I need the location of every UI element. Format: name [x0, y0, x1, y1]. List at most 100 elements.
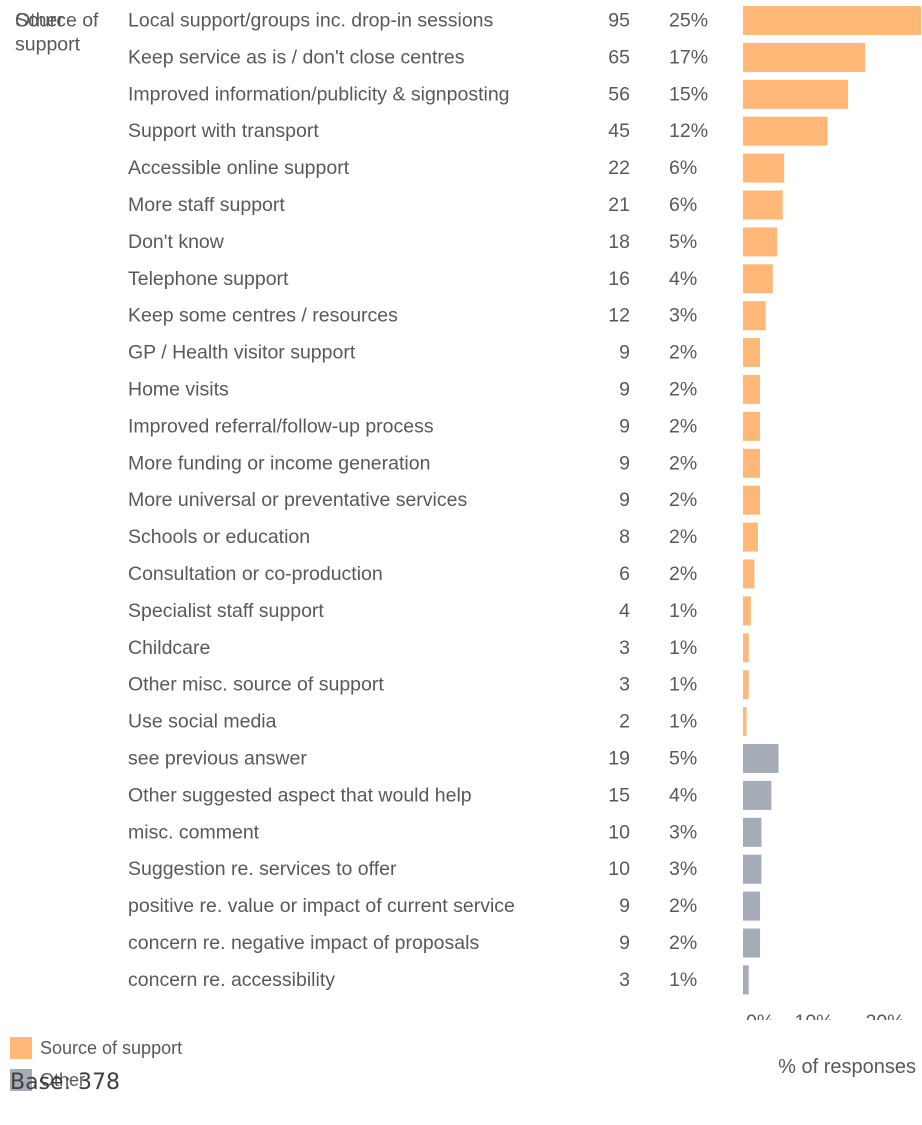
percent-label-childcare: 1% [669, 637, 697, 659]
undefined: bar-support-with-transport [743, 116, 828, 146]
group-label-other: Other [15, 10, 64, 32]
percent-label-specialist-staff-support: 1% [669, 600, 697, 622]
legend-label-other: Other [40, 1069, 86, 1090]
legend-swatch-other [10, 1069, 32, 1091]
undefined: bar-keep-some-centres-resources [743, 301, 766, 331]
undefined: bar-more-staff-support [743, 190, 783, 220]
count-label-other-suggested-aspect-that-would-help: 15 [608, 784, 630, 806]
percent-label-consultation-or-co-production: 2% [669, 563, 697, 585]
percent-label-more-staff-support: 6% [669, 194, 697, 216]
count-label-support-with-transport: 45 [608, 120, 630, 142]
undefined: bar-improved-information-publicity-signp… [743, 79, 849, 109]
undefined: bar-concern-re-accessibility [743, 965, 749, 995]
percent-label-positive-re-value-or-impact-of-current-service: 2% [669, 895, 697, 917]
undefined: bar-use-social-media [743, 707, 747, 737]
count-label-home-visits: 9 [619, 379, 630, 401]
undefined: bar-suggestion-re-services-to-offer [743, 854, 762, 884]
undefined: bar-local-support-groups-inc-drop-in-ses… [743, 6, 922, 35]
percent-label-home-visits: 2% [669, 379, 697, 401]
category-label-more-staff-support: More staff support [128, 194, 285, 216]
count-label-consultation-or-co-production: 6 [619, 563, 630, 585]
legend-swatch-source-of-support [10, 1037, 32, 1059]
count-label-accessible-online-support: 22 [608, 157, 630, 179]
undefined: bar-keep-service-as-is-don-t-close-centr… [743, 42, 866, 72]
category-label-telephone-support: Telephone support [128, 268, 289, 290]
count-label-improved-information-publicity-signposting: 56 [608, 83, 630, 105]
category-label-gp-health-visitor-support: GP / Health visitor support [128, 342, 356, 364]
category-label-keep-service-as-is-don-t-close-centres: Keep service as is / don't close centres [128, 46, 465, 68]
count-label-use-social-media: 2 [619, 711, 630, 733]
percent-label-see-previous-answer: 5% [669, 748, 697, 770]
undefined: bar-misc-comment [743, 817, 762, 847]
percent-label-keep-some-centres-resources: 3% [669, 305, 697, 327]
count-label-keep-some-centres-resources: 12 [608, 305, 630, 327]
category-label-don-t-know: Don't know [128, 231, 225, 253]
undefined: bar-specialist-staff-support [743, 596, 751, 626]
count-label-improved-referral-follow-up-process: 9 [619, 415, 630, 437]
category-label-concern-re-accessibility: concern re. accessibility [128, 969, 335, 991]
percent-label-gp-health-visitor-support: 2% [669, 342, 697, 364]
undefined: bar-see-previous-answer [743, 744, 779, 773]
category-label-other-suggested-aspect-that-would-help: Other suggested aspect that would help [128, 784, 472, 806]
legend-label-source-of-support: Source of support [40, 1037, 183, 1058]
legend-item-other: Other [10, 1064, 182, 1096]
undefined: bar-more-funding-or-income-generation [743, 448, 761, 478]
category-label-suggestion-re-services-to-offer: Suggestion re. services to offer [128, 858, 397, 880]
count-label-more-funding-or-income-generation: 9 [619, 452, 630, 474]
category-label-keep-some-centres-resources: Keep some centres / resources [128, 305, 398, 327]
percent-label-more-universal-or-preventative-services: 2% [669, 489, 697, 511]
undefined: bar-don-t-know [743, 227, 778, 257]
category-label-consultation-or-co-production: Consultation or co-production [128, 563, 383, 585]
undefined: bar-accessible-online-support [743, 153, 785, 183]
undefined: bar-other-suggested-aspect-that-would-he… [743, 780, 772, 810]
undefined: bar-childcare [743, 633, 749, 663]
percent-label-don-t-know: 5% [669, 231, 697, 253]
x-tick-label-10: 10% [794, 1011, 833, 1020]
undefined: bar-more-universal-or-preventative-servi… [743, 485, 761, 515]
undefined: bar-positive-re-value-or-impact-of-curre… [743, 891, 761, 921]
base-note: Base: 378 [10, 1070, 120, 1095]
category-label-positive-re-value-or-impact-of-current-service: positive re. value or impact of current … [128, 895, 515, 917]
category-label-accessible-online-support: Accessible online support [128, 157, 350, 179]
count-label-keep-service-as-is-don-t-close-centres: 65 [608, 46, 630, 68]
category-label-concern-re-negative-impact-of-proposals: concern re. negative impact of proposals [128, 932, 479, 954]
percent-label-support-with-transport: 12% [669, 120, 708, 142]
category-label-specialist-staff-support: Specialist staff support [128, 600, 324, 622]
count-label-other-misc-source-of-support: 3 [619, 674, 630, 696]
count-label-telephone-support: 16 [608, 268, 630, 290]
count-label-local-support-groups-inc-drop-in-sessions: 95 [608, 10, 630, 32]
undefined: bar-concern-re-negative-impact-of-propos… [743, 928, 761, 958]
percent-label-misc-comment: 3% [669, 821, 697, 843]
category-label-misc-comment: misc. comment [128, 821, 260, 843]
undefined: bar-improved-referral-follow-up-process [743, 411, 761, 441]
category-label-schools-or-education: Schools or education [128, 526, 310, 548]
count-label-suggestion-re-services-to-offer: 10 [608, 858, 630, 880]
count-label-schools-or-education: 8 [619, 526, 630, 548]
category-label-more-universal-or-preventative-services: More universal or preventative services [128, 489, 467, 511]
category-label-other-misc-source-of-support: Other misc. source of support [128, 674, 384, 696]
x-tick-label-20: 20% [865, 1011, 904, 1020]
undefined: bar-schools-or-education [743, 522, 758, 552]
count-label-gp-health-visitor-support: 9 [619, 342, 630, 364]
percent-label-other-misc-source-of-support: 1% [669, 674, 697, 696]
category-label-support-with-transport: Support with transport [128, 120, 319, 142]
percent-label-more-funding-or-income-generation: 2% [669, 452, 697, 474]
percent-label-keep-service-as-is-don-t-close-centres: 17% [669, 46, 708, 68]
count-label-concern-re-accessibility: 3 [619, 969, 630, 991]
category-label-use-social-media: Use social media [128, 711, 277, 733]
category-label-improved-information-publicity-signposting: Improved information/publicity & signpos… [128, 83, 510, 105]
count-label-positive-re-value-or-impact-of-current-service: 9 [619, 895, 630, 917]
percent-label-suggestion-re-services-to-offer: 3% [669, 858, 697, 880]
legend-item-source-of-support: Source of support [10, 1032, 182, 1064]
percent-label-schools-or-education: 2% [669, 526, 697, 548]
category-label-home-visits: Home visits [128, 379, 229, 401]
x-axis-title: % of responses [778, 1056, 916, 1078]
undefined: bar-consultation-or-co-production [743, 559, 755, 589]
count-label-misc-comment: 10 [608, 821, 630, 843]
count-label-don-t-know: 18 [608, 231, 630, 253]
group-label-source-of-support-line-1: Source of [15, 10, 99, 32]
count-label-see-previous-answer: 19 [608, 748, 630, 770]
percent-label-use-social-media: 1% [669, 711, 697, 733]
count-label-more-staff-support: 21 [608, 194, 630, 216]
